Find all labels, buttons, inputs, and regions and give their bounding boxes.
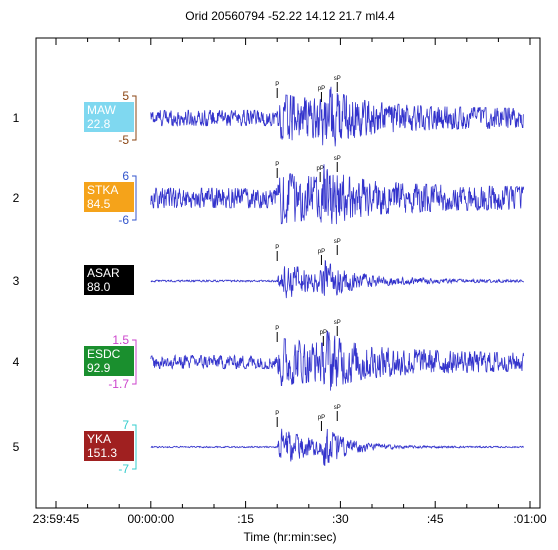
phase-marker-label: sP <box>334 76 341 82</box>
trace-row-number: 3 <box>13 274 20 288</box>
x-tick-label: :45 <box>427 512 444 526</box>
station-distance: 22.8 <box>87 117 111 131</box>
phase-marker-label: sP <box>334 239 341 245</box>
phase-marker-label: pP <box>318 86 325 92</box>
phase-marker-label: sP <box>334 320 341 326</box>
phase-marker-label: pP <box>320 330 327 336</box>
x-axis: 23:59:45 00:00:00 :15 :30 :45 :01:00 <box>33 38 547 526</box>
amplitude-max-label: 7 <box>122 418 129 432</box>
station-label-box <box>84 431 134 461</box>
station-name: ASAR <box>87 266 120 280</box>
station-name: YKA <box>87 432 111 446</box>
x-axis-label: Time (hr:min:sec) <box>244 530 337 544</box>
waveform-line <box>150 259 525 299</box>
amplitude-min-label: -5 <box>118 133 129 147</box>
trace-row-number: 4 <box>13 355 20 369</box>
station-label-box <box>84 265 134 295</box>
trace-row-number: 1 <box>13 111 20 125</box>
station-name: STKA <box>87 183 118 197</box>
phase-marker-label: P <box>275 162 279 168</box>
station-distance: 88.0 <box>87 280 111 294</box>
waveform-line <box>150 164 525 225</box>
station-label-box <box>84 346 134 376</box>
waveform-line <box>150 428 524 467</box>
amplitude-max-label: 5 <box>122 89 129 103</box>
phase-marker-label: P <box>275 326 279 332</box>
trace-row-number: 5 <box>13 440 20 454</box>
station-label-box <box>84 182 134 212</box>
amplitude-bracket <box>132 95 137 141</box>
amplitude-bracket <box>132 339 137 385</box>
x-tick-label: :30 <box>332 512 349 526</box>
station-name: MAW <box>87 103 117 117</box>
station-distance: 84.5 <box>87 197 111 211</box>
phase-marker-label: P <box>275 411 279 417</box>
station-distance: 151.3 <box>87 446 117 460</box>
x-tick-label: :01:00 <box>513 512 547 526</box>
waveform-line <box>150 86 525 147</box>
x-tick-label: 23:59:45 <box>33 512 80 526</box>
x-tick-label: :15 <box>237 512 254 526</box>
waveform-line <box>150 330 525 391</box>
amplitude-min-label: -6 <box>118 213 129 227</box>
phase-marker-label: sP <box>334 156 341 162</box>
amplitude-bracket <box>132 424 137 470</box>
plot-frame <box>35 37 541 509</box>
station-distance: 92.9 <box>87 361 111 375</box>
amplitude-min-label: -1.7 <box>108 377 129 391</box>
phase-marker-label: P <box>275 82 279 88</box>
phase-marker-label: pP <box>318 415 325 421</box>
amplitude-min-label: -7 <box>118 462 129 476</box>
phase-marker-label: sP <box>334 405 341 411</box>
x-tick-label: 00:00:00 <box>127 512 174 526</box>
chart-title: Orid 20560794 -52.22 14.12 21.7 ml4.4 <box>185 9 395 23</box>
amplitude-bracket <box>132 175 137 221</box>
station-name: ESDC <box>87 347 121 361</box>
phase-marker-label: pP <box>317 166 324 172</box>
trace-row-number: 2 <box>13 191 20 205</box>
amplitude-max-label: 1.5 <box>112 333 129 347</box>
phase-marker-label: pP <box>318 249 325 255</box>
phase-marker-label: P <box>275 245 279 251</box>
station-label-box <box>84 102 134 132</box>
amplitude-max-label: 6 <box>122 169 129 183</box>
